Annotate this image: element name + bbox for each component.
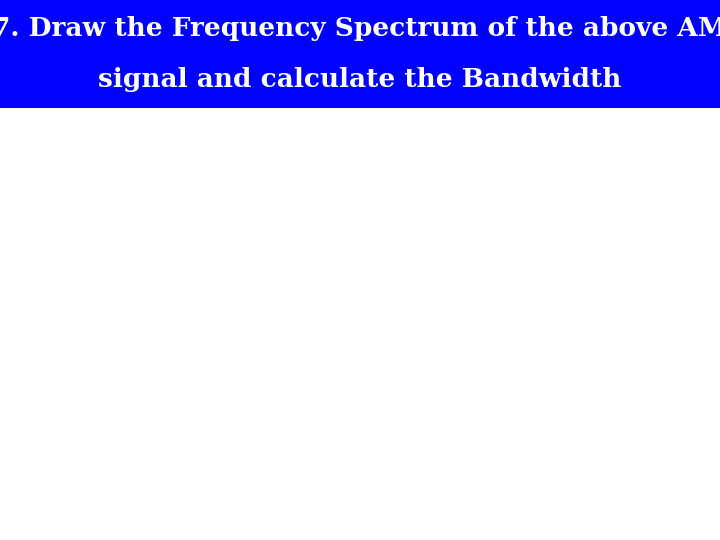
Bar — [0, 0, 720, 108]
Text: 7. Draw the Frequency Spectrum of the above AM: 7. Draw the Frequency Spectrum of the ab… — [0, 16, 720, 40]
Text: signal and calculate the Bandwidth: signal and calculate the Bandwidth — [99, 68, 621, 92]
Bar — [0, 108, 720, 540]
